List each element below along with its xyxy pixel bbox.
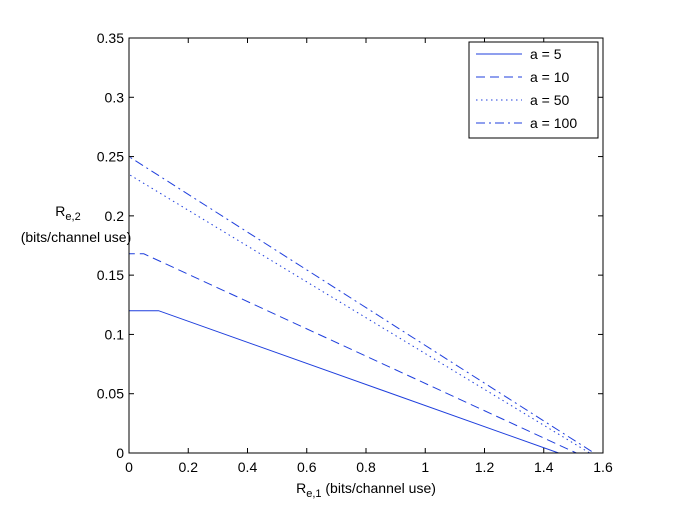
y-tick-label: 0.35 xyxy=(97,30,124,46)
y-axis-title: Re,2 xyxy=(55,203,80,223)
x-axis-ticks: 0 0.2 0.4 0.6 0.8 1 1.2 1.4 1.6 xyxy=(125,38,613,475)
x-axis-title-sub: e,1 xyxy=(306,488,321,500)
legend-box xyxy=(468,41,599,139)
y-axis-title-sub: e,2 xyxy=(65,211,80,223)
y-tick-label: 0 xyxy=(116,445,124,461)
y-tick-label: 0.1 xyxy=(105,326,125,342)
x-tick-label: 0 xyxy=(125,459,133,475)
legend: a = 5 a = 10 a = 50 a = 100 xyxy=(468,41,599,139)
x-axis-title-rest: (bits/channel use) xyxy=(322,480,436,496)
y-tick-label: 0.2 xyxy=(105,208,125,224)
legend-label: a = 10 xyxy=(530,69,570,85)
y-axis-ticks: 0 0.05 0.1 0.15 0.2 0.25 0.3 0.35 xyxy=(97,30,603,461)
y-tick-label: 0.05 xyxy=(97,386,124,402)
x-tick-label: 1.4 xyxy=(534,459,554,475)
x-tick-label: 0.8 xyxy=(356,459,376,475)
y-tick-label: 0.15 xyxy=(97,267,124,283)
x-tick-label: 1.6 xyxy=(593,459,613,475)
x-tick-label: 0.6 xyxy=(297,459,317,475)
legend-label: a = 100 xyxy=(530,115,577,131)
x-axis-title: Re,1 (bits/channel use) xyxy=(296,480,436,500)
x-axis-title-main: R xyxy=(296,480,306,496)
legend-items: a = 5 a = 10 a = 50 a = 100 xyxy=(476,46,577,131)
x-tick-label: 1 xyxy=(421,459,429,475)
x-tick-label: 0.4 xyxy=(238,459,258,475)
y-axis-title-main: R xyxy=(55,203,65,219)
legend-label: a = 5 xyxy=(530,46,562,62)
y-tick-label: 0.3 xyxy=(105,89,125,105)
y-axis-title-units: (bits/channel use) xyxy=(21,229,132,245)
x-tick-label: 1.2 xyxy=(475,459,495,475)
y-tick-label: 0.25 xyxy=(97,149,124,165)
legend-label: a = 50 xyxy=(530,92,570,108)
x-tick-label: 0.2 xyxy=(179,459,199,475)
